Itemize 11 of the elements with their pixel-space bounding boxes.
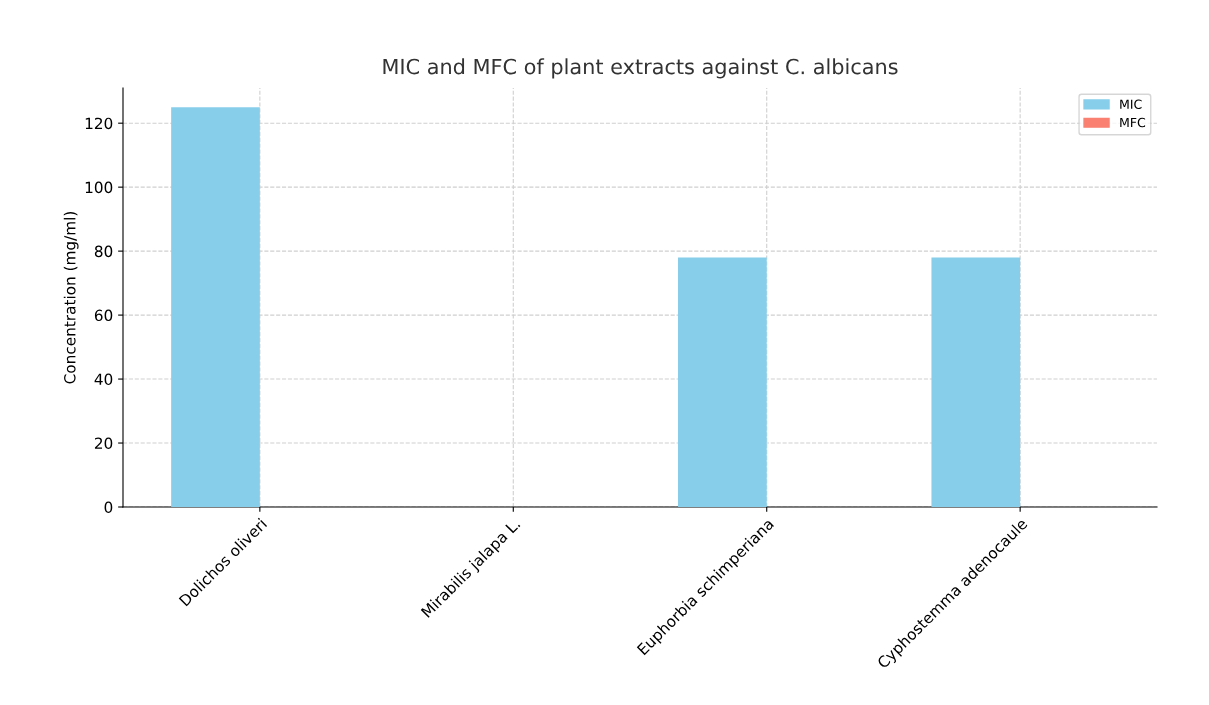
y-tick-label: 60 [94,309,113,322]
legend-label: MFC [1120,117,1146,128]
y-tick-label: 80 [94,245,113,258]
y-axis-title: Concentration (mg/ml) [63,211,79,384]
y-tick-label: 20 [94,437,113,450]
y-tick-label: 100 [85,181,113,194]
y-tick-label: 0 [104,501,113,514]
y-tick-label: 40 [94,373,113,386]
chart-title: MIC and MFC of plant extracts against C. albicans [383,58,898,79]
legend-label: MIC [1120,99,1142,109]
y-tick-label: 120 [85,117,113,130]
